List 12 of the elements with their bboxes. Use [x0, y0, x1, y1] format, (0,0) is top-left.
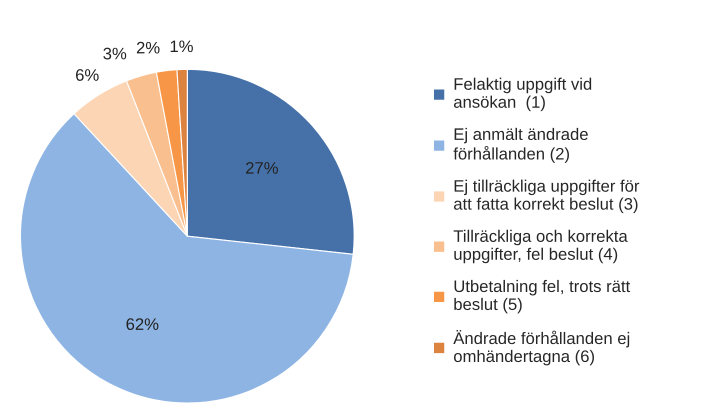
data-label: 1% — [170, 40, 193, 52]
data-label: 6% — [76, 69, 99, 81]
data-label: 2% — [136, 42, 160, 54]
legend-label: Ej tillräckliga uppgifter för att fatta korrekt beslut (3) — [454, 180, 640, 214]
legend-label: Tillräckliga och korrekta uppgifter, fel beslut (4) — [454, 230, 628, 264]
legend-label: Ej anmält ändrade förhållanden (2) — [454, 128, 588, 163]
legend-label: Utbetalning fel, trots rätt beslut (5) — [454, 280, 630, 314]
legend-label: Felaktig uppgift vid ansökan (1) — [454, 78, 592, 112]
legend-label: Ändrade förhållanden ej omhändertagna (6) — [453, 330, 630, 366]
data-label: 62% — [126, 318, 158, 330]
data-label: 3% — [103, 48, 126, 60]
data-label: 27% — [246, 162, 278, 174]
